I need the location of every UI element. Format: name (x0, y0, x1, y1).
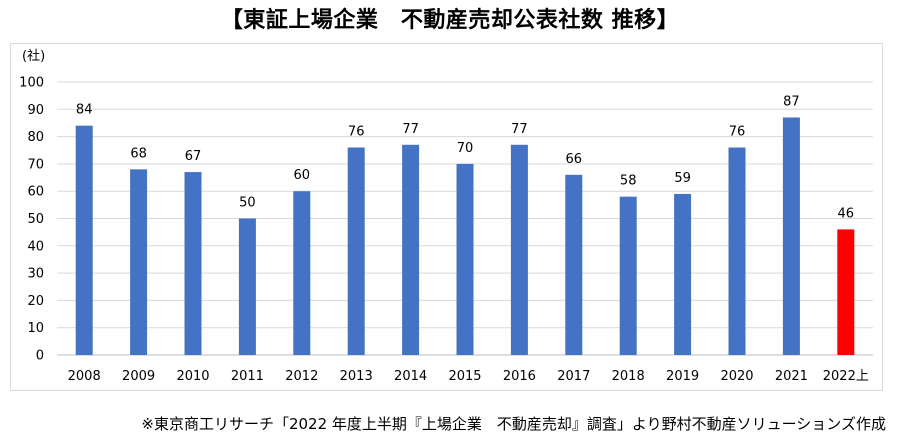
data-label: 84 (76, 103, 93, 118)
chart-title: 【東証上場企業 不動産売却公表社数 推移】 (220, 8, 680, 33)
bar-2013 (347, 147, 365, 355)
source-footnote: ※東京商工リサーチ「2022 年度上半期『上場企業 不動産売却』調査」より野村不… (141, 415, 886, 433)
x-tick-label: 2019 (666, 369, 699, 384)
x-tick-label: 2010 (176, 369, 209, 384)
bar-2017 (565, 174, 583, 355)
bar-2018 (619, 196, 637, 355)
x-tick-label: 2020 (720, 369, 753, 384)
x-tick-label: 2018 (612, 369, 645, 384)
data-label: 76 (729, 125, 746, 140)
y-tick-label: 30 (27, 267, 44, 282)
y-tick-label: 10 (27, 321, 44, 336)
x-tick-label: 2013 (340, 369, 373, 384)
x-tick-label: 2016 (503, 369, 536, 384)
data-label: 77 (402, 122, 419, 137)
y-tick-label: 60 (27, 185, 44, 200)
bar-2022上 (837, 229, 855, 355)
x-tick-label: 2014 (394, 369, 427, 384)
x-tick-label: 2009 (122, 369, 155, 384)
x-tick-label: 2017 (557, 369, 590, 384)
y-tick-label: 20 (27, 294, 44, 309)
y-axis-label: (社) (22, 48, 45, 64)
data-label: 68 (130, 146, 147, 161)
bar-2019 (674, 193, 692, 355)
data-label: 50 (239, 196, 256, 211)
data-label: 77 (511, 122, 528, 137)
y-tick-label: 100 (19, 76, 44, 91)
data-label: 46 (838, 206, 855, 221)
x-tick-label: 2011 (231, 369, 264, 384)
data-label: 67 (185, 149, 202, 164)
x-tick-label: 2012 (285, 369, 318, 384)
data-label: 76 (348, 125, 365, 140)
data-label: 66 (566, 152, 583, 167)
x-tick-label: 2022上 (823, 369, 869, 384)
y-tick-label: 80 (27, 130, 44, 145)
data-label: 60 (294, 168, 311, 183)
bar-2009 (130, 169, 148, 355)
bar-2016 (510, 144, 528, 355)
bar-2012 (293, 191, 311, 355)
bar-2010 (184, 172, 202, 355)
data-label: 59 (674, 171, 691, 186)
y-tick-label: 90 (27, 103, 44, 118)
y-tick-label: 70 (27, 157, 44, 172)
data-label: 58 (620, 174, 637, 189)
data-label: 70 (457, 141, 474, 156)
x-tick-label: 2015 (448, 369, 481, 384)
bar-2015 (456, 163, 474, 355)
bar-2014 (402, 144, 420, 355)
data-label: 87 (783, 94, 800, 109)
y-tick-label: 50 (27, 212, 44, 227)
bar-2020 (728, 147, 746, 355)
x-tick-label: 2008 (68, 369, 101, 384)
bar-2021 (782, 117, 800, 356)
y-tick-label: 40 (27, 239, 44, 254)
bar-2008 (75, 125, 93, 356)
y-tick-label: 0 (36, 349, 44, 364)
bar-2011 (238, 218, 256, 355)
x-tick-label: 2021 (775, 369, 808, 384)
